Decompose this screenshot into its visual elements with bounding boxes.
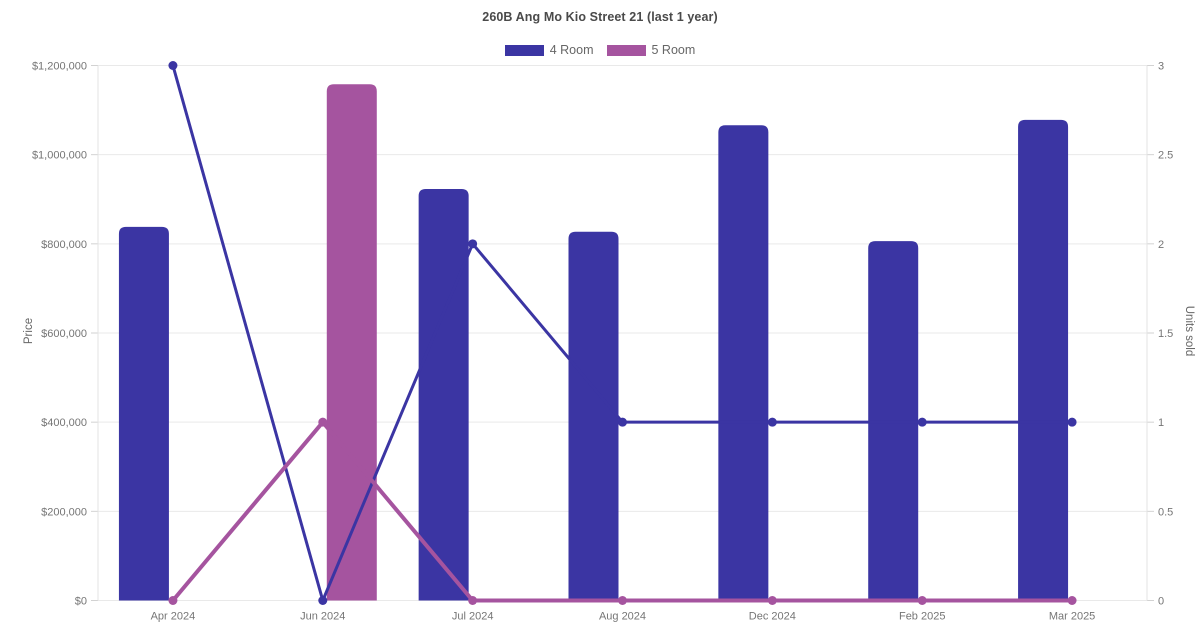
svg-text:$600,000: $600,000: [41, 328, 87, 340]
svg-text:0: 0: [1158, 596, 1164, 608]
point-5-room[interactable]: [1067, 596, 1077, 605]
svg-text:$800,000: $800,000: [41, 239, 87, 251]
svg-text:1.5: 1.5: [1158, 328, 1173, 340]
point-5-room[interactable]: [767, 596, 777, 605]
point-4-room[interactable]: [618, 417, 627, 427]
svg-text:$1,200,000: $1,200,000: [32, 61, 87, 73]
point-4-room[interactable]: [917, 417, 927, 427]
svg-text:2.5: 2.5: [1158, 150, 1173, 162]
svg-text:Dec 2024: Dec 2024: [749, 611, 796, 623]
legend-swatch-5-room-icon: [606, 44, 646, 56]
svg-text:Aug 2024: Aug 2024: [599, 611, 646, 623]
legend: 4 Room 5 Room: [0, 43, 1200, 57]
bar-4-room[interactable]: [1018, 119, 1069, 601]
point-5-room[interactable]: [468, 596, 478, 605]
svg-text:3: 3: [1158, 61, 1164, 73]
legend-label-4-room: 4 Room: [549, 43, 594, 57]
bar-5-room[interactable]: [326, 84, 377, 601]
lines-layer: [168, 61, 1077, 605]
bar-4-room[interactable]: [568, 231, 619, 601]
point-4-room[interactable]: [767, 417, 777, 427]
point-5-room[interactable]: [917, 596, 927, 605]
svg-text:0.5: 0.5: [1158, 506, 1173, 518]
svg-text:Mar 2025: Mar 2025: [1049, 611, 1095, 623]
legend-item-5-room[interactable]: 5 Room: [606, 43, 696, 57]
svg-text:Jul 2024: Jul 2024: [452, 611, 494, 623]
svg-text:Apr 2024: Apr 2024: [151, 611, 196, 623]
chart-title: 260B Ang Mo Kio Street 21 (last 1 year): [482, 10, 718, 24]
point-4-room[interactable]: [1067, 417, 1077, 427]
svg-text:1: 1: [1158, 417, 1164, 429]
bar-4-room[interactable]: [418, 188, 469, 601]
bar-4-room[interactable]: [118, 226, 169, 601]
svg-text:2: 2: [1158, 239, 1164, 251]
legend-item-4-room[interactable]: 4 Room: [504, 43, 594, 57]
svg-text:$0: $0: [75, 596, 87, 608]
svg-text:$1,000,000: $1,000,000: [32, 150, 87, 162]
bars-layer: [118, 84, 1069, 601]
point-4-room[interactable]: [168, 61, 178, 70]
legend-swatch-4-room-icon: [504, 44, 544, 56]
svg-text:Feb 2025: Feb 2025: [899, 611, 945, 623]
svg-text:$200,000: $200,000: [41, 506, 87, 518]
point-5-room[interactable]: [618, 596, 627, 605]
bar-4-room[interactable]: [718, 125, 769, 601]
legend-label-5-room: 5 Room: [651, 43, 696, 57]
point-5-room[interactable]: [168, 596, 178, 605]
svg-text:Jun 2024: Jun 2024: [300, 611, 345, 623]
point-5-room[interactable]: [318, 417, 328, 427]
point-4-room[interactable]: [318, 596, 328, 605]
svg-text:$400,000: $400,000: [41, 417, 87, 429]
point-4-room[interactable]: [468, 239, 478, 249]
